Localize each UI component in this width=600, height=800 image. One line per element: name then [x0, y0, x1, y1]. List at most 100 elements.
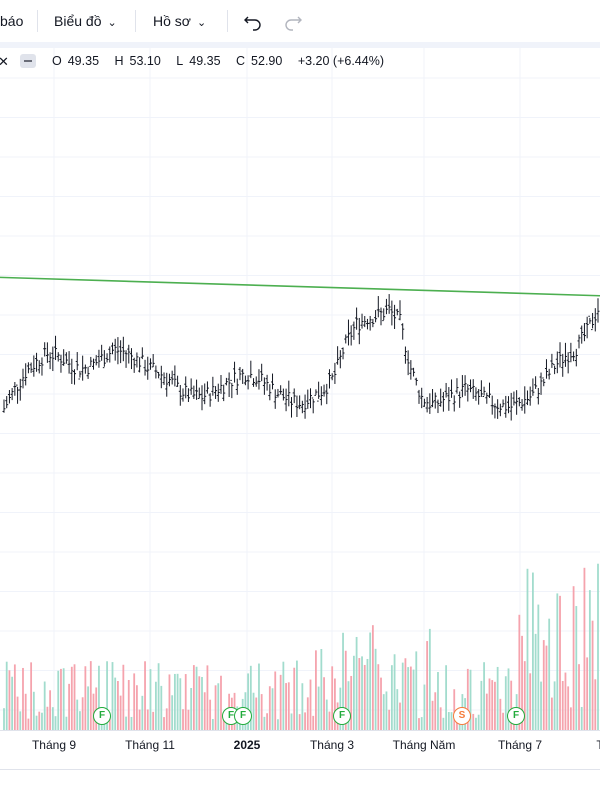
financials-event-marker[interactable]: F	[333, 707, 351, 725]
volume-bar	[287, 682, 290, 730]
volume-bar	[54, 716, 57, 730]
volume-bar	[43, 681, 46, 730]
volume-bar	[106, 661, 108, 730]
volume-bar	[437, 672, 439, 730]
alert-menu[interactable]: báo	[0, 10, 23, 32]
volume-bar	[586, 657, 589, 730]
volume-bar	[380, 677, 382, 730]
ohlc-high: H 53.10	[114, 54, 161, 68]
volume-bar	[442, 717, 445, 730]
volume-bar	[258, 663, 260, 730]
volume-bar	[79, 711, 81, 730]
volume-bar	[209, 699, 212, 730]
volume-bar	[154, 681, 157, 730]
volume-bar	[526, 568, 529, 730]
volume-bar	[298, 714, 301, 730]
volume-bar	[580, 706, 583, 730]
volume-bar	[431, 700, 434, 730]
alert-label: báo	[0, 13, 24, 29]
volume-bar	[3, 708, 5, 730]
undo-icon[interactable]	[242, 9, 264, 33]
volume-bar	[157, 663, 160, 730]
volume-bar	[594, 679, 597, 730]
toolbar-divider	[227, 10, 228, 32]
volume-bar	[168, 674, 171, 730]
volume-bar	[553, 681, 556, 730]
volume-bar	[176, 673, 179, 730]
volume-bar	[309, 679, 312, 730]
volume-bar	[13, 664, 16, 730]
volume-bar	[502, 712, 504, 730]
volume-bar	[144, 661, 146, 730]
volume-bar	[127, 680, 130, 730]
volume-bar	[304, 712, 306, 730]
volume-bar	[70, 666, 73, 730]
ohlc-low: L 49.35	[176, 54, 221, 68]
volume-bar	[173, 673, 176, 730]
volume-bar	[122, 664, 125, 730]
volume-bar	[352, 655, 355, 730]
chart-menu-button[interactable]: Biểu đồ ⌄	[54, 10, 117, 32]
volume-bar	[220, 675, 222, 730]
ohlc-open: O 49.35	[52, 54, 100, 68]
volume-bar	[412, 669, 415, 730]
volume-bar	[597, 563, 599, 730]
volume-bar	[24, 693, 27, 730]
volume-bar	[203, 692, 206, 730]
collapse-legend-button[interactable]	[20, 54, 36, 68]
volume-bar	[374, 648, 377, 730]
volume-bar	[331, 666, 334, 730]
volume-bar	[342, 632, 344, 730]
volume-bar	[450, 712, 453, 730]
volume-bar	[217, 683, 220, 730]
top-toolbar: báo Biểu đồ ⌄ Hồ sơ ⌄	[0, 0, 600, 43]
volume-bar	[271, 688, 274, 730]
volume-bar	[369, 632, 372, 730]
volume-bar	[409, 666, 412, 730]
volume-bar	[32, 691, 35, 730]
close-icon[interactable]: ✕	[0, 54, 9, 69]
volume-bar	[447, 712, 450, 730]
volume-bar	[141, 695, 144, 730]
volume-bar	[404, 658, 407, 730]
ohlc-change: +3.20 (+6.44%)	[297, 54, 384, 68]
price-chart[interactable]	[0, 48, 600, 770]
volume-bar	[290, 713, 293, 730]
redo-icon[interactable]	[282, 9, 304, 33]
volume-bar	[8, 670, 11, 730]
volume-bar	[510, 680, 513, 730]
financials-event-marker[interactable]: F	[507, 707, 525, 725]
volume-bar	[572, 586, 575, 730]
x-tick-label: Tháng Năm	[392, 738, 456, 752]
volume-bar	[35, 715, 38, 730]
volume-bar	[133, 673, 136, 730]
volume-bar	[206, 665, 209, 730]
volume-bar	[315, 650, 317, 730]
volume-bar	[296, 660, 298, 730]
volume-bar	[545, 645, 548, 730]
volume-bar	[561, 680, 564, 730]
volume-bar	[57, 670, 60, 730]
volume-bar	[198, 676, 201, 730]
volume-bar	[192, 665, 195, 730]
volume-bar	[98, 665, 100, 730]
financials-event-marker[interactable]: F	[234, 707, 252, 725]
volume-bar	[537, 604, 540, 730]
volume-bar	[301, 683, 304, 730]
volume-bar	[266, 713, 268, 730]
volume-bar	[504, 676, 507, 730]
volume-bar	[344, 650, 347, 730]
x-tick-label: 2025	[233, 738, 261, 752]
split-event-marker[interactable]: S	[453, 707, 471, 725]
volume-bar	[111, 662, 114, 730]
financials-event-marker[interactable]: F	[93, 707, 111, 725]
volume-bar	[268, 686, 271, 730]
profile-menu-button[interactable]: Hồ sơ ⌄	[153, 10, 206, 32]
volume-bar	[363, 664, 366, 730]
volume-bar	[428, 628, 431, 730]
volume-bar	[469, 669, 472, 730]
x-tick-label: Tháng 9	[31, 738, 77, 752]
volume-bar	[523, 661, 526, 730]
volume-bar	[588, 590, 591, 730]
volume-bar	[578, 664, 580, 730]
